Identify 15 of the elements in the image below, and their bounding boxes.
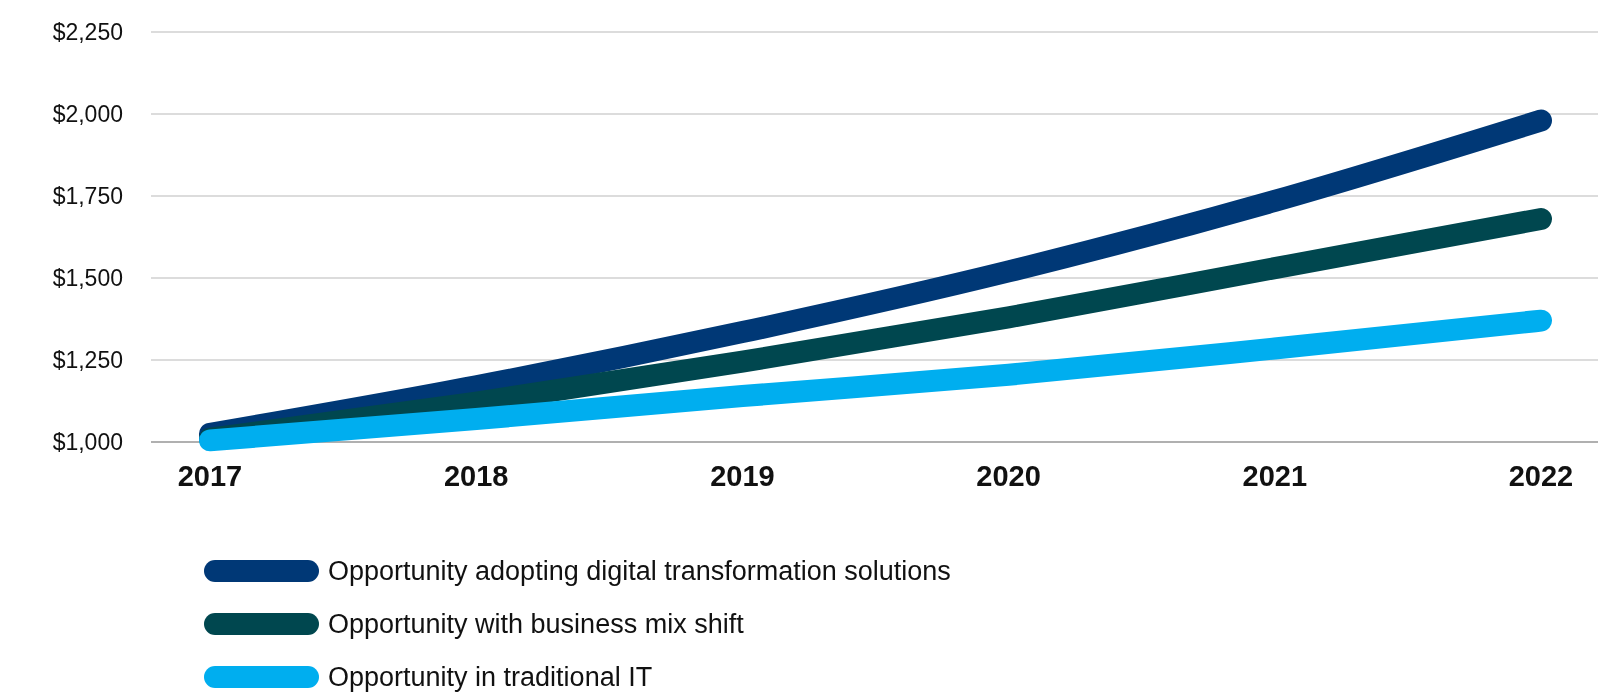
legend-label: Opportunity in traditional IT [328,662,653,693]
x-tick-label: 2017 [177,460,243,492]
legend-label: Opportunity adopting digital transformation solutions [328,556,951,587]
y-tick-label: $1,000 [52,429,123,456]
y-tick-label: $2,000 [52,101,123,128]
y-tick-label: $1,250 [52,347,123,374]
x-tick-label: 2022 [1508,460,1574,492]
x-tick-label: 2019 [710,460,775,492]
x-tick-label: 2021 [1242,460,1308,492]
x-tick-label: 2020 [976,460,1041,492]
x-tick-label: 2018 [443,460,509,492]
y-tick-label: $1,500 [52,265,123,292]
y-tick-label: $1,750 [52,183,123,210]
legend-label: Opportunity with business mix shift [328,609,745,640]
y-tick-label: $2,250 [52,19,123,46]
